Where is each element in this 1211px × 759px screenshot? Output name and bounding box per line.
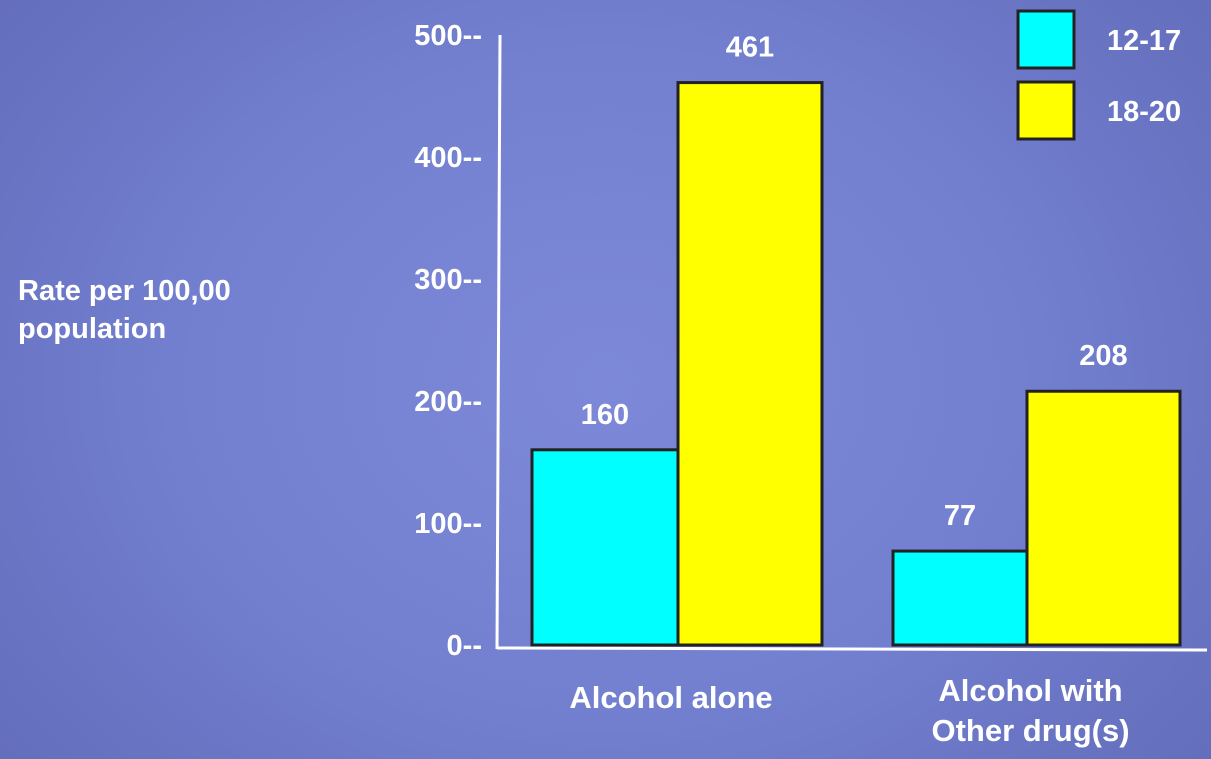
y-axis-line <box>495 34 502 650</box>
legend-swatch-12-17 <box>1016 9 1076 70</box>
x-tick-label: Other drug(s) <box>931 713 1129 748</box>
bar-12-17 <box>891 549 1029 647</box>
bar-12-17 <box>530 448 680 647</box>
bars: 160 461 77 208 <box>530 32 1182 647</box>
data-label: 160 <box>581 399 629 431</box>
legend-label: 12-17 <box>1107 25 1181 57</box>
y-tick-label: 400-- <box>414 142 482 174</box>
legend: 12-17 18-20 <box>1016 9 1181 141</box>
y-axis-label: Rate per 100,00 population <box>18 275 231 345</box>
legend-swatch-18-20 <box>1016 80 1076 141</box>
y-tick-label: 300-- <box>414 264 482 296</box>
y-tick-label: 200-- <box>414 386 482 418</box>
bar-18-20 <box>1025 389 1182 647</box>
data-label: 208 <box>1079 340 1127 372</box>
y-tick-label: 500-- <box>414 20 482 52</box>
x-axis-labels: Alcohol alone Alcohol with Other drug(s) <box>569 673 1129 748</box>
y-axis: 500-- 400-- 300-- 200-- 100-- 0-- <box>414 20 1208 662</box>
y-tick-label: 100-- <box>414 508 482 540</box>
legend-label: 18-20 <box>1107 96 1181 128</box>
data-label: 77 <box>944 500 976 532</box>
data-label: 461 <box>726 32 774 64</box>
y-tick-label: 0-- <box>447 630 482 662</box>
x-axis-line <box>496 646 1208 652</box>
x-tick-label: Alcohol alone <box>569 680 772 715</box>
x-tick-label: Alcohol with <box>938 673 1122 708</box>
bar-18-20 <box>676 81 824 647</box>
